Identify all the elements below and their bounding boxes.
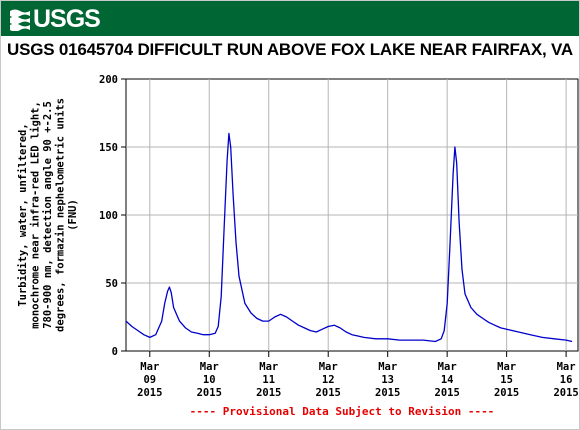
y-tick-label: 200 (99, 74, 118, 86)
y-tick-label: 0 (112, 346, 118, 358)
grid-lines (126, 79, 578, 351)
usgs-logo-text: USGS (33, 5, 101, 33)
provisional-data-note: ---- Provisional Data Subject to Revisio… (190, 405, 495, 418)
y-axis-label-line: (FNU) (67, 199, 79, 231)
y-axis-ticks: 0 50 100 150 200 (99, 74, 126, 358)
x-axis-ticks: Mar 09 2015 Mar 10 2015 Mar 11 2015 Mar 12 2015 Mar 1… (137, 351, 579, 399)
y-axis-label: Turbidity, water, unfiltered, monochrome … (17, 98, 79, 332)
y-tick-label: 50 (105, 278, 118, 290)
x-tick-label: Mar 13 2015 (375, 361, 400, 399)
x-tick-label: Mar 10 2015 (197, 361, 222, 399)
x-tick-label: Mar 11 2015 (256, 361, 281, 399)
usgs-wave-icon (10, 9, 30, 31)
x-tick-label: Mar 09 2015 (137, 361, 162, 399)
usgs-logo[interactable]: USGS (9, 4, 101, 34)
series-layer (125, 132, 573, 343)
chart-title: USGS 01645704 DIFFICULT RUN ABOVE FOX LA… (7, 40, 573, 59)
y-axis-label-line: Turbidity, water, unfiltered, (17, 123, 29, 306)
y-tick-label: 100 (99, 210, 118, 222)
usgs-banner: USGS (1, 1, 579, 36)
x-tick-label: Mar 16 2015 (553, 361, 578, 399)
y-tick-label: 150 (99, 142, 118, 154)
x-tick-label: Mar 12 2015 (316, 361, 341, 399)
y-axis-label-line: monochrome near infra-red LED light, (30, 101, 42, 329)
y-axis-label-line: 780-900 nm, detection angle 90 +-2.5 (42, 101, 54, 329)
x-tick-label: Mar 15 2015 (494, 361, 519, 399)
x-tick-label: Mar 14 2015 (435, 361, 460, 399)
turbidity-series-line (125, 132, 573, 343)
y-axis-label-line: degrees, formazin nephelometric units (55, 98, 67, 332)
